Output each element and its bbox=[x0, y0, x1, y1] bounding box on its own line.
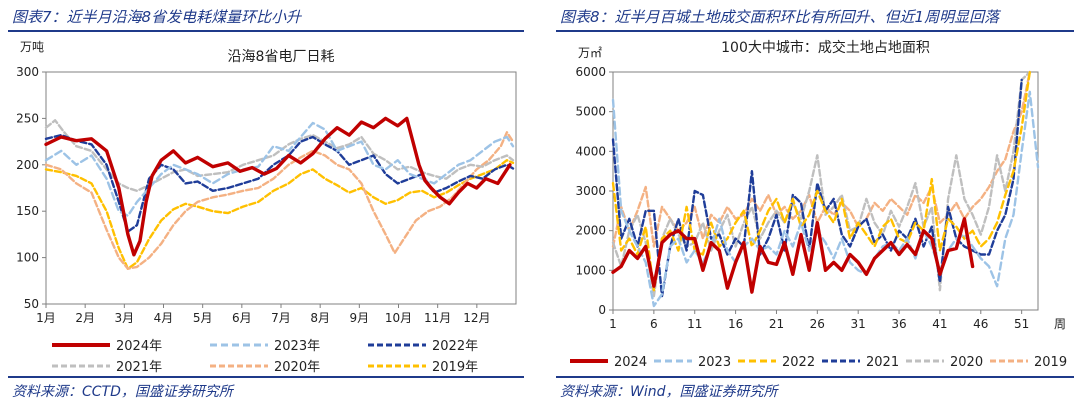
x-tick-label: 6月 bbox=[232, 311, 252, 325]
plot-frame bbox=[612, 71, 1039, 311]
series-line-2024年 bbox=[44, 116, 512, 257]
series-line-2020年 bbox=[44, 131, 515, 270]
chart-title: 沿海8省电厂日耗 bbox=[228, 49, 335, 65]
x-tick-label: 8月 bbox=[310, 311, 330, 325]
x-tick-label: 46 bbox=[973, 317, 988, 331]
legend-label-2021: 2021 bbox=[866, 355, 899, 370]
x-tick-label: 4月 bbox=[154, 311, 174, 325]
series-line-2021 bbox=[611, 78, 1023, 298]
right-panel-title: 图表8：近半月百城土地成交面积环比有所回升、但近1周明显回落 bbox=[560, 8, 1000, 26]
left-panel: 图表7：近半月沿海8省发电耗煤量环比小升 沿海8省电厂日耗 万吨 50 100 150 2… bbox=[0, 0, 530, 406]
legend-label-2019年: 2019年 bbox=[432, 360, 478, 375]
y-tick-label: 300 bbox=[16, 65, 39, 79]
y-tick-label: 2000 bbox=[575, 224, 606, 238]
y-tick-label: 6000 bbox=[575, 65, 606, 79]
y-tick-label: 1000 bbox=[575, 263, 606, 277]
x-tick-label: 21 bbox=[769, 317, 784, 331]
legend-label-2019: 2019 bbox=[1034, 355, 1067, 370]
y-tick-label: 200 bbox=[16, 158, 39, 172]
x-tick-label: 51 bbox=[1014, 317, 1029, 331]
legend-label-2020: 2020 bbox=[950, 355, 983, 370]
right-title-rule bbox=[556, 30, 1074, 32]
x-tick-label: 11 bbox=[687, 317, 702, 331]
x-tick-label: 31 bbox=[851, 317, 866, 331]
left-source-rule bbox=[8, 376, 524, 378]
x-tick-label: 26 bbox=[810, 317, 825, 331]
x-tick-label: 41 bbox=[932, 317, 947, 331]
left-panel-title: 图表7：近半月沿海8省发电耗煤量环比小升 bbox=[12, 8, 302, 26]
x-tick-label: 1月 bbox=[36, 311, 56, 325]
left-title-rule bbox=[8, 30, 524, 32]
right-panel: 图表8：近半月百城土地成交面积环比有所回升、但近1周明显回落 100大中城市：成… bbox=[548, 0, 1080, 406]
legend-label-2023: 2023 bbox=[698, 355, 731, 370]
x-tick-label: 11月 bbox=[424, 311, 451, 325]
y-tick-label: 250 bbox=[16, 111, 39, 125]
legend-label-2020年: 2020年 bbox=[274, 360, 320, 375]
x-tick-label: 7月 bbox=[271, 311, 291, 325]
left-chart: 沿海8省电厂日耗 万吨 50 100 150 200 250 300 1月 2月 3月 4月 5月 6月 7… bbox=[16, 40, 517, 375]
x-tick-label: 5月 bbox=[193, 311, 213, 325]
legend-label-2024年: 2024年 bbox=[116, 339, 162, 354]
y-unit-label: 万㎡ bbox=[578, 46, 602, 60]
x-tick-label: 10月 bbox=[385, 311, 412, 325]
x-tick-label: 36 bbox=[891, 317, 906, 331]
series-line-2019 bbox=[611, 70, 1031, 248]
y-tick-label: 50 bbox=[24, 297, 39, 311]
y-tick-label: 4000 bbox=[575, 144, 606, 158]
legend-label-2023年: 2023年 bbox=[274, 339, 320, 354]
legend-label-2024: 2024 bbox=[614, 355, 647, 370]
right-chart: 100大中城市：成交土地占地面积 万㎡ 0 1000 2000 3000 4000 5000 6… bbox=[570, 39, 1067, 370]
x-tick-label: 9月 bbox=[350, 311, 370, 325]
legend-label-2022年: 2022年 bbox=[432, 339, 478, 354]
x-tick-label: 12月 bbox=[463, 311, 490, 325]
y-unit-label: 万吨 bbox=[20, 40, 44, 54]
right-source: 资料来源：Wind，国盛证券研究所 bbox=[560, 384, 778, 400]
y-tick-label: 100 bbox=[16, 251, 39, 265]
chart-title: 100大中城市：成交土地占地面积 bbox=[721, 39, 930, 56]
y-tick-label: 150 bbox=[16, 204, 39, 218]
series-line-2024 bbox=[611, 217, 975, 294]
legend-label-2021年: 2021年 bbox=[116, 360, 162, 375]
x-tick-label: 2月 bbox=[75, 311, 95, 325]
legend-label-2022: 2022 bbox=[782, 355, 815, 370]
left-source: 资料来源：CCTD，国盛证券研究所 bbox=[12, 384, 233, 400]
x-tick-label: 6 bbox=[650, 317, 658, 331]
right-source-rule bbox=[556, 376, 1074, 378]
y-tick-label: 5000 bbox=[575, 105, 606, 119]
y-tick-label: 0 bbox=[598, 303, 606, 317]
series-line-2022年 bbox=[44, 133, 515, 233]
x-tick-label: 1 bbox=[609, 317, 617, 331]
series-line-2023 bbox=[611, 90, 1040, 308]
series-line-2020 bbox=[611, 70, 1031, 298]
x-tick-label: 16 bbox=[728, 317, 743, 331]
series-line-2023年 bbox=[44, 121, 515, 217]
x-axis-label: 周 bbox=[1054, 317, 1066, 331]
y-tick-label: 3000 bbox=[575, 184, 606, 198]
x-tick-label: 3月 bbox=[115, 311, 135, 325]
